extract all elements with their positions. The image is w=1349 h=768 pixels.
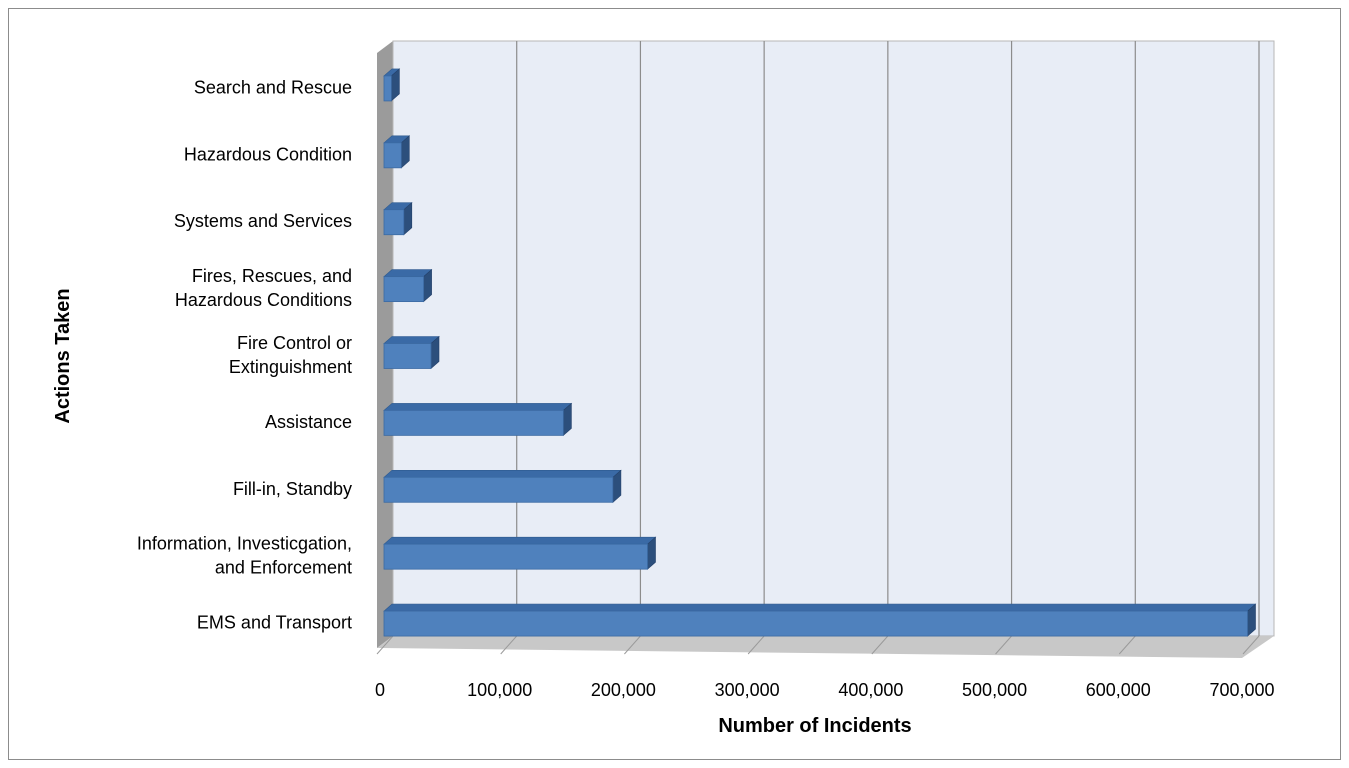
category-label-line: Fires, Rescues, and — [192, 266, 352, 286]
bar-front — [383, 276, 424, 303]
category-label: Systems and Services — [174, 211, 352, 231]
x-axis-title: Number of Incidents — [718, 715, 911, 737]
bar — [383, 68, 401, 102]
bar — [383, 603, 1257, 637]
gridlines — [376, 41, 1260, 655]
category-label-line: and Enforcement — [215, 558, 352, 578]
bar — [383, 268, 433, 303]
category-label: Search and Rescue — [194, 77, 352, 97]
y-axis-title: Actions Taken — [52, 288, 74, 423]
bar — [383, 402, 573, 437]
floor-gridline — [1242, 635, 1260, 655]
bar-top — [383, 469, 622, 478]
category-labels: Search and Rescue Hazardous Condition Syst… — [137, 77, 352, 632]
bar-top — [383, 336, 440, 344]
category-label: Fill-in, Standby — [233, 479, 352, 499]
bar-front — [383, 142, 402, 169]
bars — [383, 68, 1257, 637]
category-label-line: Extinguishment — [229, 357, 352, 377]
category-label-line: Fire Control or — [237, 333, 352, 353]
tick-label: 300,000 — [715, 680, 780, 700]
bar-top — [383, 603, 1257, 612]
category-label-line: Assistance — [265, 412, 352, 432]
bar-front — [383, 343, 432, 369]
category-label: Fires, Rescues, and Hazardous Conditions — [175, 266, 352, 310]
category-label-line: Hazardous Conditions — [175, 290, 352, 310]
tick-label: 0 — [375, 680, 385, 700]
bar — [383, 135, 411, 169]
category-label-line: Hazardous Condition — [184, 144, 352, 164]
bar-front — [383, 610, 1248, 637]
floor-gridline — [871, 635, 889, 655]
category-label-line: Fill-in, Standby — [233, 479, 352, 499]
tick-label: 400,000 — [838, 680, 903, 700]
tick-labels: 0 100,000 200,000 300,000 400,000 500,000 600,… — [375, 680, 1275, 700]
bar — [383, 202, 413, 236]
bar-top — [383, 403, 573, 411]
category-label-line: Search and Rescue — [194, 77, 352, 97]
floor-gridline — [500, 635, 518, 655]
category-label-line: Systems and Services — [174, 211, 352, 231]
category-label: Hazardous Condition — [184, 144, 352, 164]
floor — [377, 636, 1274, 658]
category-label-line: Information, Investicgation, — [137, 534, 352, 554]
tick-label: 200,000 — [591, 680, 656, 700]
bar-front — [383, 543, 648, 570]
bar-front — [383, 75, 392, 102]
bar — [383, 335, 440, 370]
category-label: Information, Investicgation, and Enforcem… — [137, 534, 352, 578]
bar-front — [383, 209, 405, 236]
tick-label: 600,000 — [1086, 680, 1151, 700]
bar-front — [383, 476, 614, 503]
bar — [383, 469, 622, 503]
category-label: Fire Control or Extinguishment — [229, 333, 352, 377]
tick-label: 100,000 — [467, 680, 532, 700]
floor-gridline — [376, 635, 394, 655]
floor-gridline — [1118, 635, 1136, 655]
bar — [383, 536, 657, 570]
category-label-line: EMS and Transport — [197, 613, 352, 633]
bar-front — [383, 409, 564, 436]
tick-label: 700,000 — [1209, 680, 1274, 700]
floor-gridline — [747, 635, 765, 655]
category-label: EMS and Transport — [197, 613, 352, 633]
floor-gridline — [995, 635, 1012, 655]
tick-label: 500,000 — [962, 680, 1027, 700]
floor-gridline — [624, 635, 641, 655]
category-label: Assistance — [265, 412, 352, 432]
bar-top — [383, 536, 657, 545]
